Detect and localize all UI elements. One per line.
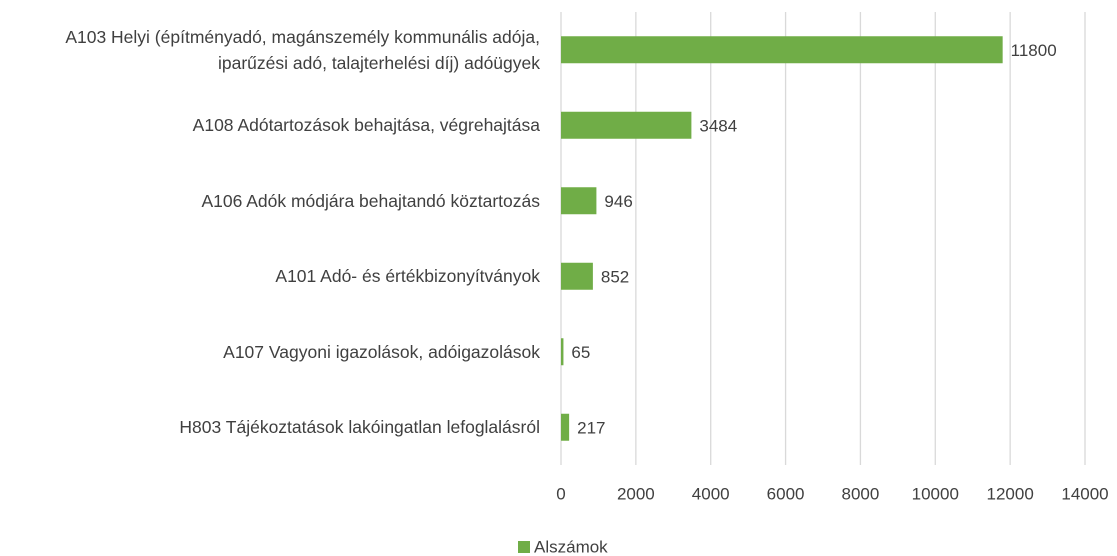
category-text: H803 Tájékoztatások lakóingatlan lefogla…	[179, 417, 540, 438]
bar	[561, 338, 564, 366]
x-tick-label: 10000	[912, 484, 959, 503]
y-tick-label: A101 Adó- és értékbizonyítványok	[0, 239, 540, 315]
y-tick-label: A107 Vagyoni igazolások, adóigazolások	[0, 314, 540, 390]
data-label: 65	[571, 343, 590, 362]
data-label: 3484	[699, 117, 737, 136]
legend-label: Alszámok	[534, 537, 608, 556]
x-tick-label: 8000	[842, 484, 880, 503]
category-text: A106 Adók módjára behajtandó köztartozás	[201, 190, 540, 211]
x-tick-label: 6000	[767, 484, 805, 503]
bar	[561, 111, 692, 139]
y-tick-label: H803 Tájékoztatások lakóingatlan lefogla…	[0, 390, 540, 466]
bar	[561, 36, 1003, 64]
category-text: A103 Helyi (építményadó, magánszemély ko…	[65, 26, 540, 73]
bar	[561, 187, 597, 215]
bar	[561, 413, 570, 441]
data-label: 946	[604, 192, 632, 211]
bar	[561, 262, 593, 290]
y-tick-label: A106 Adók módjára behajtandó köztartozás	[0, 163, 540, 239]
x-tick-label: 0	[556, 484, 565, 503]
data-label: 852	[601, 268, 629, 287]
data-label: 11800	[1011, 41, 1057, 60]
legend-swatch	[518, 541, 530, 553]
y-tick-label: A103 Helyi (építményadó, magánszemély ko…	[0, 12, 540, 88]
x-tick-label: 12000	[987, 484, 1034, 503]
data-label: 217	[577, 419, 605, 438]
x-tick-label: 2000	[617, 484, 655, 503]
x-tick-label: 14000	[1061, 484, 1108, 503]
x-tick-label: 4000	[692, 484, 730, 503]
category-text: A107 Vagyoni igazolások, adóigazolások	[223, 341, 540, 362]
category-text: A108 Adótartozások behajtása, végrehajtá…	[192, 115, 540, 136]
y-tick-label: A108 Adótartozások behajtása, végrehajtá…	[0, 88, 540, 164]
category-text: A101 Adó- és értékbizonyítványok	[275, 266, 540, 287]
